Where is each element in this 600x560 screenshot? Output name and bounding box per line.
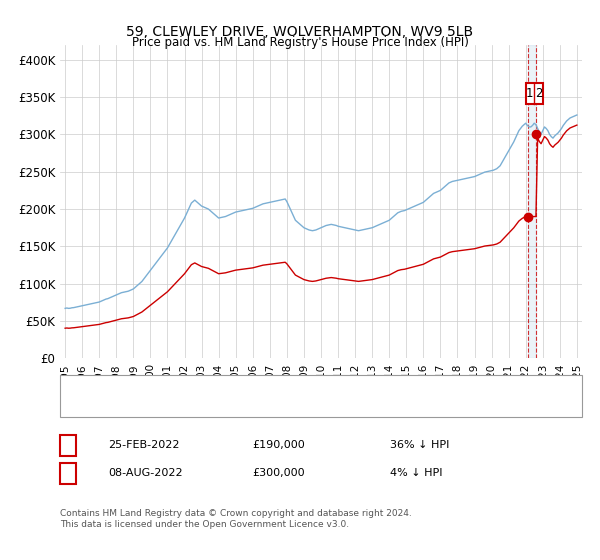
Text: 59, CLEWLEY DRIVE, WOLVERHAMPTON, WV9 5LB (detached house): 59, CLEWLEY DRIVE, WOLVERHAMPTON, WV9 5L… [120, 381, 474, 391]
Text: 1: 1 [64, 438, 72, 452]
Text: 59, CLEWLEY DRIVE, WOLVERHAMPTON, WV9 5LB: 59, CLEWLEY DRIVE, WOLVERHAMPTON, WV9 5L… [127, 25, 473, 39]
Text: £190,000: £190,000 [252, 440, 305, 450]
Text: 2: 2 [535, 87, 543, 100]
Text: 1: 1 [526, 87, 533, 100]
Text: 2: 2 [64, 466, 72, 480]
Text: Price paid vs. HM Land Registry's House Price Index (HPI): Price paid vs. HM Land Registry's House … [131, 36, 469, 49]
Text: 25-FEB-2022: 25-FEB-2022 [108, 440, 179, 450]
Bar [528, 45, 536, 358]
Text: 4% ↓ HPI: 4% ↓ HPI [390, 468, 443, 478]
FancyBboxPatch shape [526, 83, 543, 104]
Text: 08-AUG-2022: 08-AUG-2022 [108, 468, 182, 478]
Text: 36% ↓ HPI: 36% ↓ HPI [390, 440, 449, 450]
Text: £300,000: £300,000 [252, 468, 305, 478]
Text: Contains HM Land Registry data © Crown copyright and database right 2024.: Contains HM Land Registry data © Crown c… [60, 509, 412, 518]
Text: HPI: Average price, detached house, Wolverhampton: HPI: Average price, detached house, Wolv… [120, 401, 395, 411]
Text: This data is licensed under the Open Government Licence v3.0.: This data is licensed under the Open Gov… [60, 520, 349, 529]
